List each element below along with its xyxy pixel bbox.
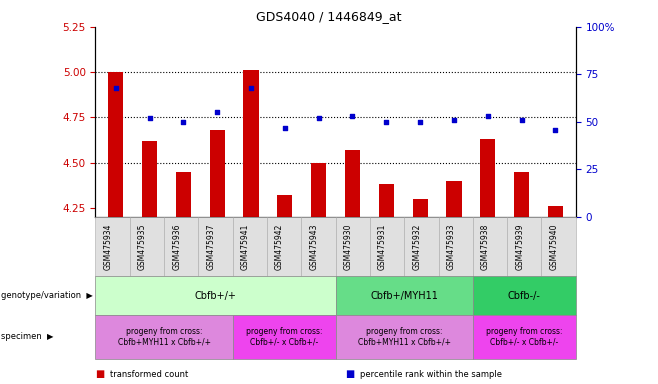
- Text: GDS4040 / 1446849_at: GDS4040 / 1446849_at: [256, 10, 402, 23]
- Text: GSM475943: GSM475943: [309, 223, 318, 270]
- Text: Cbfb+/MYH11: Cbfb+/MYH11: [370, 291, 438, 301]
- Bar: [480, 139, 495, 217]
- Point: [415, 119, 426, 125]
- Text: genotype/variation  ▶: genotype/variation ▶: [1, 291, 93, 300]
- Text: transformed count: transformed count: [110, 370, 188, 379]
- Bar: [277, 195, 292, 217]
- Point: [482, 113, 493, 119]
- Point: [144, 115, 155, 121]
- Point: [212, 109, 222, 116]
- Bar: [243, 70, 259, 217]
- Point: [280, 124, 290, 131]
- Bar: [548, 206, 563, 217]
- Text: ■: ■: [95, 369, 105, 379]
- Bar: [142, 141, 157, 217]
- Bar: [446, 181, 461, 217]
- Text: GSM475940: GSM475940: [549, 223, 559, 270]
- Text: specimen  ▶: specimen ▶: [1, 333, 53, 341]
- Text: GSM475934: GSM475934: [103, 223, 113, 270]
- Bar: [176, 172, 191, 217]
- Text: ■: ■: [345, 369, 355, 379]
- Bar: [108, 72, 123, 217]
- Text: GSM475937: GSM475937: [207, 223, 215, 270]
- Text: progeny from cross:
Cbfb+/- x Cbfb+/-: progeny from cross: Cbfb+/- x Cbfb+/-: [486, 327, 563, 347]
- Point: [550, 126, 561, 132]
- Point: [245, 84, 256, 91]
- Point: [313, 115, 324, 121]
- Bar: [311, 163, 326, 217]
- Text: Cbfb-/-: Cbfb-/-: [508, 291, 541, 301]
- Text: GSM475938: GSM475938: [481, 223, 490, 270]
- Text: percentile rank within the sample: percentile rank within the sample: [360, 370, 502, 379]
- Text: Cbfb+/+: Cbfb+/+: [195, 291, 236, 301]
- Point: [449, 117, 459, 123]
- Point: [178, 119, 189, 125]
- Bar: [379, 184, 394, 217]
- Text: GSM475936: GSM475936: [172, 223, 181, 270]
- Text: GSM475941: GSM475941: [241, 223, 250, 270]
- Bar: [210, 130, 225, 217]
- Text: GSM475933: GSM475933: [447, 223, 455, 270]
- Point: [111, 84, 121, 91]
- Text: GSM475932: GSM475932: [413, 223, 421, 270]
- Point: [517, 117, 527, 123]
- Bar: [345, 150, 360, 217]
- Text: GSM475931: GSM475931: [378, 223, 387, 270]
- Point: [381, 119, 392, 125]
- Bar: [514, 172, 529, 217]
- Point: [347, 113, 358, 119]
- Text: GSM475939: GSM475939: [515, 223, 524, 270]
- Text: progeny from cross:
Cbfb+/- x Cbfb+/-: progeny from cross: Cbfb+/- x Cbfb+/-: [246, 327, 322, 347]
- Bar: [413, 199, 428, 217]
- Text: GSM475942: GSM475942: [275, 223, 284, 270]
- Text: GSM475930: GSM475930: [343, 223, 353, 270]
- Text: progeny from cross:
Cbfb+MYH11 x Cbfb+/+: progeny from cross: Cbfb+MYH11 x Cbfb+/+: [118, 327, 211, 347]
- Text: progeny from cross:
Cbfb+MYH11 x Cbfb+/+: progeny from cross: Cbfb+MYH11 x Cbfb+/+: [358, 327, 451, 347]
- Text: GSM475935: GSM475935: [138, 223, 147, 270]
